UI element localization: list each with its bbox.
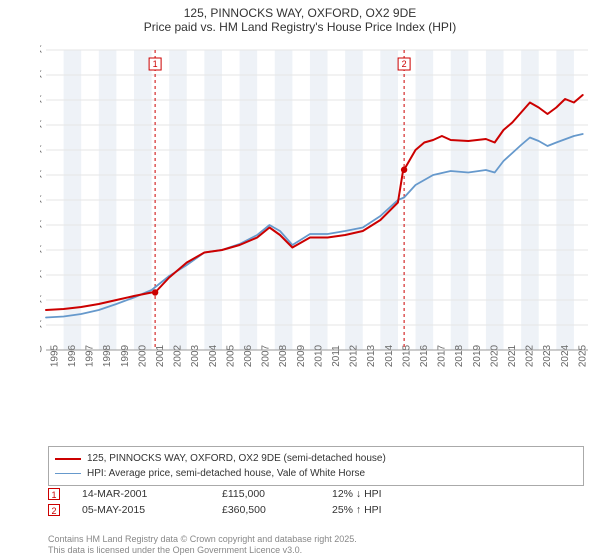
svg-text:2: 2 — [402, 59, 407, 69]
chart-svg: £0 £50K £100K £150K £200K £250K £300K £350K £400… — [40, 44, 588, 396]
legend-label-hpi: HPI: Average price, semi-detached house,… — [87, 466, 365, 481]
chart-container: 125, PINNOCKS WAY, OXFORD, OX2 9DE Price… — [0, 0, 600, 560]
svg-text:2001: 2001 — [155, 344, 166, 367]
legend-swatch-hpi — [55, 473, 81, 474]
legend-swatch-price-paid — [55, 458, 81, 460]
svg-text:2005: 2005 — [225, 344, 236, 367]
title-block: 125, PINNOCKS WAY, OXFORD, OX2 9DE Price… — [0, 0, 600, 35]
svg-text:2013: 2013 — [366, 344, 377, 367]
svg-text:£400K: £400K — [40, 145, 42, 156]
svg-text:£500K: £500K — [40, 95, 42, 106]
svg-text:2015: 2015 — [401, 344, 412, 367]
svg-text:£600K: £600K — [40, 45, 42, 56]
sale-marker-2: 2 — [48, 504, 60, 516]
svg-text:2020: 2020 — [489, 344, 500, 367]
svg-text:1999: 1999 — [120, 344, 131, 367]
svg-text:£250K: £250K — [40, 220, 42, 231]
svg-text:£550K: £550K — [40, 70, 42, 81]
svg-text:£200K: £200K — [40, 245, 42, 256]
svg-text:£350K: £350K — [40, 170, 42, 181]
svg-text:£150K: £150K — [40, 270, 42, 281]
svg-text:2014: 2014 — [384, 344, 395, 367]
sale-marker-1: 1 — [48, 488, 60, 500]
svg-text:2011: 2011 — [331, 345, 342, 367]
sale-row: 1 14-MAR-2001 £115,000 12% ↓ HPI — [48, 488, 584, 500]
footer: Contains HM Land Registry data © Crown c… — [48, 534, 357, 556]
chart-area: £0 £50K £100K £150K £200K £250K £300K £350K £400… — [40, 44, 588, 396]
sale-price-1: £115,000 — [222, 488, 332, 500]
svg-text:2012: 2012 — [349, 344, 360, 367]
svg-text:1: 1 — [153, 59, 158, 69]
svg-text:£50K: £50K — [40, 320, 42, 331]
svg-text:2006: 2006 — [243, 344, 254, 367]
svg-text:2004: 2004 — [208, 344, 219, 367]
svg-text:2019: 2019 — [472, 344, 483, 367]
svg-text:2022: 2022 — [525, 344, 536, 367]
title-subtitle: Price paid vs. HM Land Registry's House … — [0, 20, 600, 34]
sale-date-1: 14-MAR-2001 — [82, 488, 222, 500]
svg-text:1998: 1998 — [102, 344, 113, 367]
svg-text:£0: £0 — [40, 345, 42, 356]
footer-line-1: Contains HM Land Registry data © Crown c… — [48, 534, 357, 545]
sale-hpi-1: 12% ↓ HPI — [332, 488, 452, 500]
legend-item-hpi: HPI: Average price, semi-detached house,… — [55, 466, 577, 481]
svg-text:2025: 2025 — [577, 344, 588, 367]
legend-box: 125, PINNOCKS WAY, OXFORD, OX2 9DE (semi… — [48, 446, 584, 486]
svg-text:2023: 2023 — [542, 344, 553, 367]
svg-text:2024: 2024 — [560, 344, 571, 367]
sale-date-2: 05-MAY-2015 — [82, 504, 222, 516]
sale-row: 2 05-MAY-2015 £360,500 25% ↑ HPI — [48, 504, 584, 516]
svg-text:1995: 1995 — [49, 344, 60, 367]
legend-item-price-paid: 125, PINNOCKS WAY, OXFORD, OX2 9DE (semi… — [55, 451, 577, 466]
svg-text:£450K: £450K — [40, 120, 42, 131]
svg-text:£300K: £300K — [40, 195, 42, 206]
svg-text:2000: 2000 — [137, 344, 148, 367]
svg-text:2017: 2017 — [437, 344, 448, 367]
title-address: 125, PINNOCKS WAY, OXFORD, OX2 9DE — [0, 6, 600, 20]
sale-price-2: £360,500 — [222, 504, 332, 516]
svg-text:2021: 2021 — [507, 344, 518, 367]
svg-text:2009: 2009 — [296, 344, 307, 367]
footer-line-2: This data is licensed under the Open Gov… — [48, 545, 357, 556]
svg-text:2007: 2007 — [261, 344, 272, 367]
svg-text:2008: 2008 — [278, 344, 289, 367]
legend-label-price-paid: 125, PINNOCKS WAY, OXFORD, OX2 9DE (semi… — [87, 451, 386, 466]
svg-text:£100K: £100K — [40, 295, 42, 306]
svg-text:2018: 2018 — [454, 344, 465, 367]
svg-text:2002: 2002 — [173, 344, 184, 367]
svg-text:2003: 2003 — [190, 344, 201, 367]
svg-text:2010: 2010 — [313, 344, 324, 367]
sale-hpi-2: 25% ↑ HPI — [332, 504, 452, 516]
sales-block: 1 14-MAR-2001 £115,000 12% ↓ HPI 2 05-MA… — [48, 488, 584, 520]
svg-text:1996: 1996 — [67, 344, 78, 367]
svg-text:2016: 2016 — [419, 344, 430, 367]
svg-text:1997: 1997 — [85, 344, 96, 367]
